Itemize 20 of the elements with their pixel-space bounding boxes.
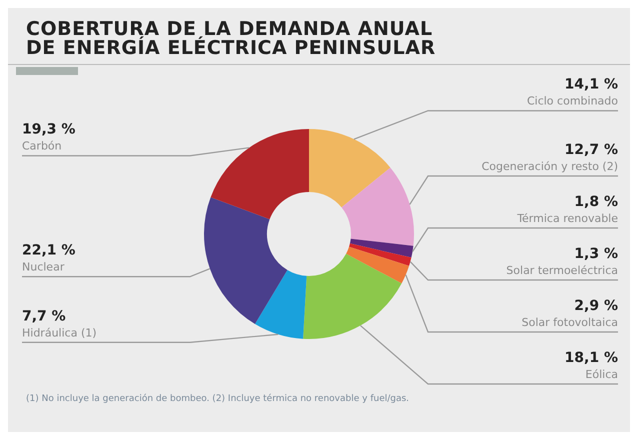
slice-label: Solar termoeléctrica: [506, 264, 618, 277]
data-label: 7,7 %: [22, 308, 66, 324]
slice-label: Eólica: [585, 368, 618, 381]
slice-label: Térmica renovable: [516, 212, 618, 225]
slice-label: Hidráulica (1): [22, 326, 97, 340]
data-label: 22,1 %: [22, 242, 76, 259]
slice-label: Cogeneración y resto (2): [482, 160, 618, 173]
slice-label: Ciclo combinado: [526, 94, 618, 108]
data-label: 1,3 %: [574, 246, 618, 262]
chart-title: COBERTURA DE LA DEMANDA ANUAL DE ENERGÍA ELÉCTRICA PENINSULAR: [25, 17, 437, 59]
data-label: 18,1 %: [564, 350, 618, 366]
data-label: 14,1 %: [564, 76, 618, 93]
slice-label: Nuclear: [22, 260, 65, 274]
text: (1) No incluye la generación de bombeo. (2) Incluye térmica no renovable y fuel/gas.: [25, 392, 410, 406]
slice-label: Solar fotovoltaica: [522, 316, 618, 329]
data-label: 1,8 %: [574, 194, 618, 210]
data-label: 2,9 %: [574, 298, 618, 314]
slice-label: Carbón: [22, 140, 62, 153]
data-label: 19,3 %: [22, 122, 76, 138]
data-label: 12,7 %: [564, 142, 618, 158]
